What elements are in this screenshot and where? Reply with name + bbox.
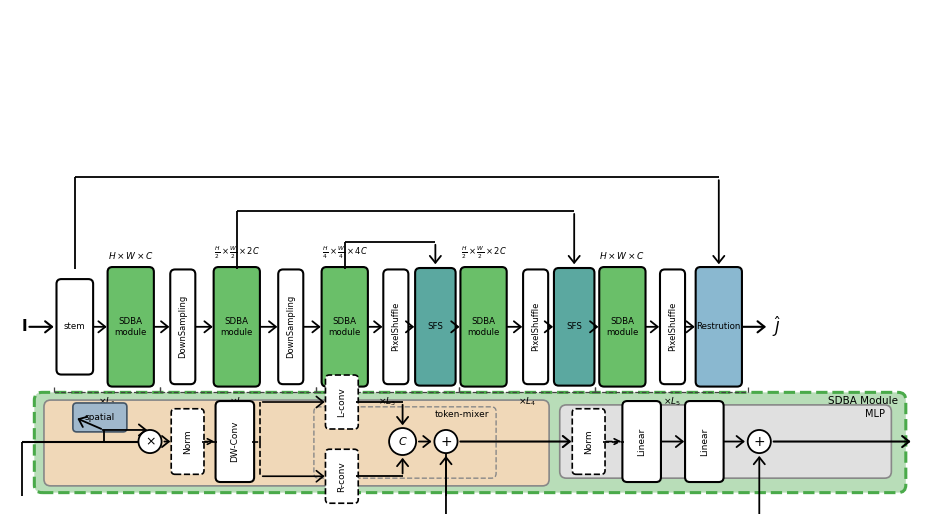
Text: SDBA
module: SDBA module xyxy=(114,317,147,337)
Text: $\times L_3$: $\times L_3$ xyxy=(379,395,396,408)
Text: MLP: MLP xyxy=(865,409,885,419)
FancyBboxPatch shape xyxy=(560,405,891,478)
Circle shape xyxy=(748,430,771,453)
Text: +: + xyxy=(753,434,765,449)
Text: SDBA
module: SDBA module xyxy=(221,317,253,337)
Text: spatial: spatial xyxy=(85,413,115,422)
Text: SDBA
module: SDBA module xyxy=(606,317,638,337)
FancyBboxPatch shape xyxy=(108,267,154,387)
Text: DownSampling: DownSampling xyxy=(286,295,295,358)
Text: DW-Conv: DW-Conv xyxy=(230,421,240,462)
Text: $\times L_5$: $\times L_5$ xyxy=(663,395,681,408)
Text: Linear: Linear xyxy=(637,428,647,455)
FancyBboxPatch shape xyxy=(696,267,742,387)
Text: SFS: SFS xyxy=(428,322,444,332)
FancyBboxPatch shape xyxy=(685,401,724,482)
Text: $\times L_2$: $\times L_2$ xyxy=(228,395,246,408)
FancyBboxPatch shape xyxy=(415,268,456,386)
Text: $\frac{H}{2}\times\frac{W}{2}\times 2C$: $\frac{H}{2}\times\frac{W}{2}\times 2C$ xyxy=(461,245,507,261)
Text: $\hat{J}$: $\hat{J}$ xyxy=(772,315,782,339)
Circle shape xyxy=(434,430,458,453)
Circle shape xyxy=(139,430,161,453)
FancyBboxPatch shape xyxy=(660,269,685,384)
FancyBboxPatch shape xyxy=(572,409,605,474)
Text: $\times L_1$: $\times L_1$ xyxy=(97,395,116,408)
Text: SFS: SFS xyxy=(566,322,582,332)
Text: $\times L_4$: $\times L_4$ xyxy=(518,395,536,408)
Text: $H\times W\times C$: $H\times W\times C$ xyxy=(108,250,154,261)
FancyBboxPatch shape xyxy=(44,400,549,486)
Text: stem: stem xyxy=(64,322,86,332)
Text: SDBA Module: SDBA Module xyxy=(828,396,898,406)
Text: C: C xyxy=(398,436,407,447)
Text: PixelShuffle: PixelShuffle xyxy=(668,302,677,352)
FancyBboxPatch shape xyxy=(57,279,93,375)
Text: Norm: Norm xyxy=(584,429,593,454)
FancyBboxPatch shape xyxy=(554,268,595,386)
FancyBboxPatch shape xyxy=(213,267,260,387)
FancyBboxPatch shape xyxy=(326,449,358,503)
FancyBboxPatch shape xyxy=(215,401,254,482)
FancyBboxPatch shape xyxy=(461,267,507,387)
Text: Linear: Linear xyxy=(700,428,709,455)
Text: +: + xyxy=(440,434,452,449)
Text: token-mixer: token-mixer xyxy=(435,410,489,419)
Text: Norm: Norm xyxy=(183,429,193,454)
Text: SDBA
module: SDBA module xyxy=(329,317,361,337)
FancyBboxPatch shape xyxy=(326,375,358,429)
Text: Restrution: Restrution xyxy=(697,322,741,332)
Text: L-conv: L-conv xyxy=(337,387,346,417)
FancyBboxPatch shape xyxy=(599,267,646,387)
FancyBboxPatch shape xyxy=(523,269,548,384)
FancyBboxPatch shape xyxy=(314,407,497,478)
FancyBboxPatch shape xyxy=(383,269,409,384)
FancyBboxPatch shape xyxy=(171,409,204,474)
FancyBboxPatch shape xyxy=(322,267,368,387)
Text: I: I xyxy=(22,319,27,334)
Text: $\frac{H}{4}\times\frac{W}{4}\times 4C$: $\frac{H}{4}\times\frac{W}{4}\times 4C$ xyxy=(322,245,368,261)
Text: $H\times W\times C$: $H\times W\times C$ xyxy=(599,250,646,261)
Circle shape xyxy=(389,428,416,455)
FancyBboxPatch shape xyxy=(34,392,906,492)
Text: SDBA
module: SDBA module xyxy=(467,317,499,337)
Text: DownSampling: DownSampling xyxy=(178,295,187,358)
Text: R-conv: R-conv xyxy=(337,461,346,491)
Text: $\times$: $\times$ xyxy=(144,435,156,448)
FancyBboxPatch shape xyxy=(73,403,126,432)
FancyBboxPatch shape xyxy=(170,269,195,384)
Text: PixelShuffle: PixelShuffle xyxy=(531,302,540,352)
Text: $\frac{H}{2}\times\frac{W}{2}\times 2C$: $\frac{H}{2}\times\frac{W}{2}\times 2C$ xyxy=(213,245,260,261)
FancyBboxPatch shape xyxy=(622,401,661,482)
Text: PixelShuffle: PixelShuffle xyxy=(392,302,400,352)
FancyBboxPatch shape xyxy=(278,269,303,384)
